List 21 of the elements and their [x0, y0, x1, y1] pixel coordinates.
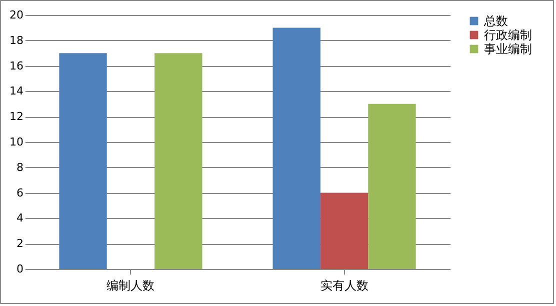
bar [154, 53, 202, 269]
y-tick-label: 0 [16, 262, 24, 276]
y-tick-label: 16 [10, 59, 24, 72]
y-tick-label: 10 [10, 136, 24, 148]
bar [59, 53, 107, 269]
y-tick-label: 6 [16, 186, 24, 200]
x-tick-label: 实有人数 [320, 278, 368, 292]
legend-label: 事业编制 [484, 42, 532, 56]
y-tick-label: 8 [16, 160, 24, 174]
bar [272, 28, 320, 269]
y-tick-label: 2 [16, 237, 24, 250]
x-tick-label: 编制人数 [106, 278, 155, 292]
y-tick-label: 14 [10, 84, 24, 98]
bar [368, 104, 416, 269]
y-tick-label: 20 [10, 8, 24, 22]
y-tick-label: 12 [10, 110, 24, 124]
legend-label: 行政编制 [484, 28, 532, 42]
legend-label: 总数 [483, 14, 508, 28]
y-tick-label: 18 [10, 34, 24, 47]
y-tick-label: 4 [16, 212, 24, 225]
bar [320, 192, 368, 269]
